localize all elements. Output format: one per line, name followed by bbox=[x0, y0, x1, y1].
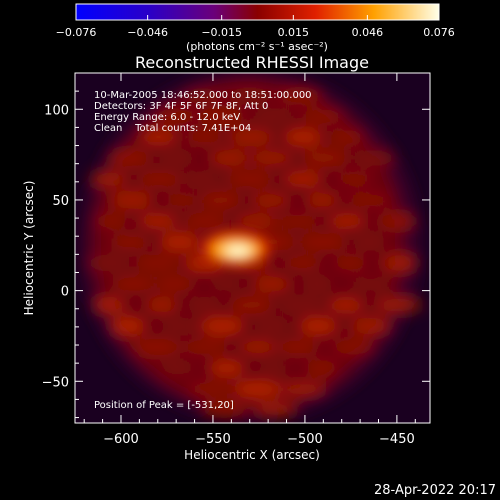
annotation-time-range: 10-Mar-2005 18:46:52.000 to 18:51:00.000 bbox=[94, 90, 312, 101]
heatmap-core bbox=[202, 231, 270, 265]
heatmap-image bbox=[75, 73, 430, 423]
annotation-detectors: Detectors: 3F 4F 5F 6F 7F 8F, Att 0 bbox=[94, 101, 268, 112]
colorbar-tick-label: 0.046 bbox=[352, 26, 384, 39]
x-tick-label: −450 bbox=[379, 432, 415, 447]
footer-timestamp: 28-Apr-2022 20:17 bbox=[374, 483, 496, 498]
y-axis-label: Heliocentric Y (arcsec) bbox=[22, 181, 36, 316]
x-axis: −600 −550 −500 −450 bbox=[83, 73, 416, 447]
y-axis: −50 0 50 100 bbox=[42, 90, 430, 419]
colorbar: −0.076 −0.046 −0.015 0.015 0.046 0.076 (photo… bbox=[56, 3, 455, 53]
colorbar-ticks: −0.076 −0.046 −0.015 0.015 0.046 0.076 bbox=[56, 15, 455, 39]
colorbar-tick-label: −0.046 bbox=[127, 26, 168, 39]
colorbar-frame bbox=[75, 3, 440, 21]
colorbar-tick-label: 0.076 bbox=[423, 26, 455, 39]
chart-title: Reconstructed RHESSI Image bbox=[135, 53, 369, 72]
y-tick-label: 0 bbox=[61, 285, 69, 300]
colorbar-gradient bbox=[76, 4, 439, 20]
peak-position-label: Position of Peak = [-531,20] bbox=[94, 400, 234, 411]
x-tick-label: −600 bbox=[103, 432, 139, 447]
annotation-energy-range: Energy Range: 6.0 - 12.0 keV bbox=[94, 112, 240, 123]
heatmap-texture bbox=[80, 73, 423, 420]
y-tick-label: −50 bbox=[42, 375, 69, 390]
y-tick-label: 100 bbox=[44, 103, 69, 118]
x-tick-label: −500 bbox=[287, 432, 323, 447]
colorbar-tick-label: −0.076 bbox=[56, 26, 97, 39]
colorbar-tick-label: −0.015 bbox=[201, 26, 242, 39]
annotations: 10-Mar-2005 18:46:52.000 to 18:51:00.000… bbox=[94, 90, 312, 411]
y-tick-label: 50 bbox=[52, 194, 69, 209]
annotation-clean-counts: Clean Total counts: 7.41E+04 bbox=[94, 123, 251, 134]
x-tick-label: −550 bbox=[195, 432, 231, 447]
colorbar-tick-label: 0.015 bbox=[278, 26, 310, 39]
x-axis-label: Heliocentric X (arcsec) bbox=[184, 448, 320, 462]
colorbar-unit-label: (photons cm⁻² s⁻¹ asec⁻²) bbox=[186, 40, 328, 53]
plot-frame bbox=[74, 72, 431, 424]
